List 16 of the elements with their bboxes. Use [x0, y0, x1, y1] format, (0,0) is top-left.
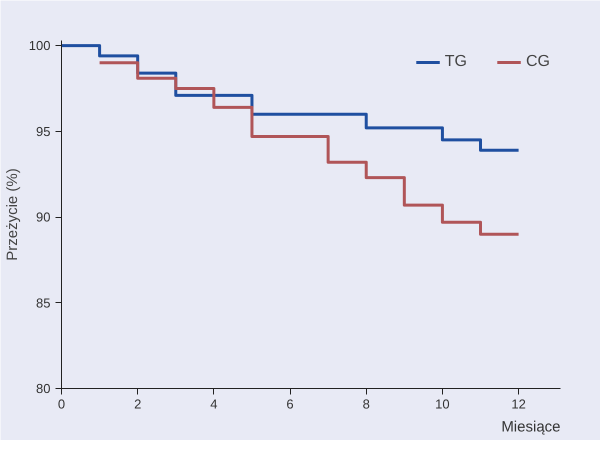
x-tick-label: 6: [286, 396, 294, 412]
y-tick-label: 85: [36, 295, 51, 310]
legend-label: CG: [526, 53, 550, 71]
x-axis-title: Miesiące: [501, 418, 560, 436]
x-tick-label: 8: [362, 396, 370, 412]
y-tick-label: 90: [36, 210, 51, 225]
y-tick-label: 80: [36, 381, 51, 396]
x-tick-label: 12: [511, 396, 526, 412]
x-tick-label: 2: [134, 396, 142, 412]
x-tick-label: 10: [435, 396, 450, 412]
x-tick-label: 4: [210, 396, 218, 412]
y-axis-title: Przeżycie (%): [4, 168, 21, 261]
legend-label: TG: [444, 53, 467, 71]
y-tick-label: 95: [36, 124, 51, 139]
y-tick-label: 100: [28, 38, 51, 54]
x-tick-label: 0: [58, 396, 66, 412]
